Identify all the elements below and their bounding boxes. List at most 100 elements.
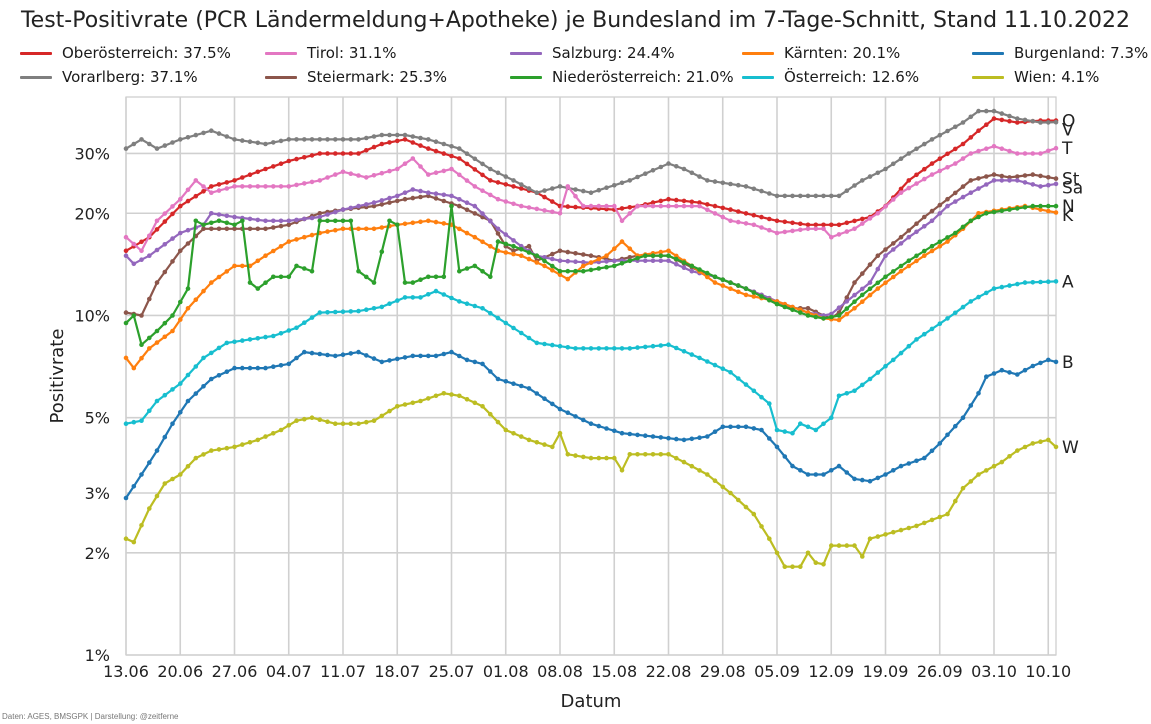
data-point bbox=[581, 263, 586, 269]
data-point bbox=[170, 204, 175, 209]
data-point bbox=[604, 253, 609, 258]
data-point bbox=[984, 211, 989, 216]
data-point bbox=[565, 184, 571, 189]
data-point bbox=[898, 268, 904, 274]
data-point bbox=[209, 220, 214, 226]
data-point bbox=[216, 182, 222, 187]
data-point bbox=[147, 506, 152, 511]
data-point bbox=[209, 190, 214, 195]
data-point bbox=[418, 353, 423, 359]
data-point bbox=[162, 211, 168, 216]
data-point bbox=[519, 383, 524, 389]
data-point bbox=[201, 189, 206, 194]
data-point bbox=[263, 141, 268, 147]
data-point bbox=[170, 421, 175, 427]
data-point bbox=[348, 309, 354, 314]
data-point bbox=[340, 207, 346, 212]
data-point bbox=[139, 472, 144, 477]
data-point bbox=[511, 248, 516, 254]
data-point bbox=[821, 226, 826, 232]
data-point bbox=[511, 243, 516, 249]
data-point bbox=[302, 137, 307, 142]
data-point bbox=[131, 141, 137, 147]
data-point bbox=[418, 277, 423, 283]
data-point bbox=[371, 280, 377, 285]
data-point bbox=[441, 141, 447, 147]
data-point bbox=[480, 211, 485, 216]
data-point bbox=[922, 224, 927, 229]
data-point bbox=[154, 448, 160, 453]
data-point bbox=[364, 274, 369, 280]
data-point bbox=[798, 221, 803, 227]
data-point bbox=[488, 411, 493, 417]
data-point bbox=[271, 184, 276, 189]
data-point bbox=[193, 391, 199, 396]
data-point bbox=[922, 166, 927, 172]
data-point bbox=[201, 452, 206, 457]
data-point bbox=[286, 328, 292, 333]
data-point bbox=[891, 161, 896, 167]
data-point bbox=[232, 444, 237, 450]
data-point bbox=[170, 328, 175, 334]
data-point bbox=[1015, 178, 1020, 183]
data-point bbox=[875, 266, 881, 272]
data-point bbox=[309, 153, 315, 158]
data-point bbox=[720, 424, 726, 430]
data-point bbox=[588, 203, 594, 209]
data-point bbox=[960, 156, 966, 161]
data-point bbox=[1007, 370, 1012, 375]
data-point bbox=[573, 453, 578, 458]
data-point bbox=[410, 156, 416, 161]
data-point bbox=[844, 220, 850, 226]
data-point bbox=[743, 292, 749, 298]
legend-item: Kärnten: 20.1% bbox=[742, 44, 900, 62]
data-point bbox=[596, 455, 602, 461]
data-point bbox=[511, 184, 516, 189]
data-point bbox=[627, 254, 633, 260]
data-point bbox=[185, 187, 191, 193]
data-point bbox=[829, 468, 834, 473]
data-point bbox=[1038, 207, 1043, 212]
data-point bbox=[550, 401, 555, 407]
data-point bbox=[534, 206, 540, 212]
data-point bbox=[395, 138, 400, 144]
data-point bbox=[209, 211, 214, 216]
data-point bbox=[906, 461, 912, 466]
data-point bbox=[557, 406, 563, 412]
data-point bbox=[1022, 151, 1028, 156]
data-point bbox=[240, 218, 245, 224]
data-point bbox=[813, 427, 819, 433]
data-point bbox=[1046, 148, 1051, 154]
data-point bbox=[185, 306, 191, 311]
data-point bbox=[387, 168, 392, 174]
data-point bbox=[627, 205, 633, 210]
data-point bbox=[1015, 206, 1020, 211]
data-point bbox=[333, 209, 338, 215]
data-point bbox=[712, 429, 718, 435]
legend-label: Niederösterreich: 21.0% bbox=[552, 68, 734, 86]
data-point bbox=[1046, 279, 1051, 285]
data-point bbox=[294, 182, 299, 188]
data-point bbox=[736, 182, 741, 188]
data-point bbox=[666, 203, 671, 209]
data-point bbox=[302, 416, 307, 422]
data-point bbox=[782, 429, 788, 434]
data-point bbox=[271, 274, 276, 280]
data-point bbox=[131, 419, 137, 425]
data-point bbox=[201, 226, 206, 232]
data-point bbox=[371, 173, 377, 178]
data-point bbox=[945, 165, 950, 170]
data-point bbox=[922, 176, 927, 182]
data-point bbox=[356, 308, 361, 314]
data-point bbox=[232, 226, 237, 232]
data-point bbox=[836, 222, 842, 228]
data-point bbox=[193, 218, 199, 224]
data-point bbox=[162, 242, 168, 247]
data-point bbox=[472, 167, 478, 172]
data-point bbox=[131, 313, 137, 318]
data-point bbox=[216, 226, 222, 232]
data-point bbox=[650, 203, 656, 209]
data-point bbox=[945, 196, 950, 202]
data-point bbox=[937, 202, 943, 208]
data-point bbox=[402, 295, 408, 300]
